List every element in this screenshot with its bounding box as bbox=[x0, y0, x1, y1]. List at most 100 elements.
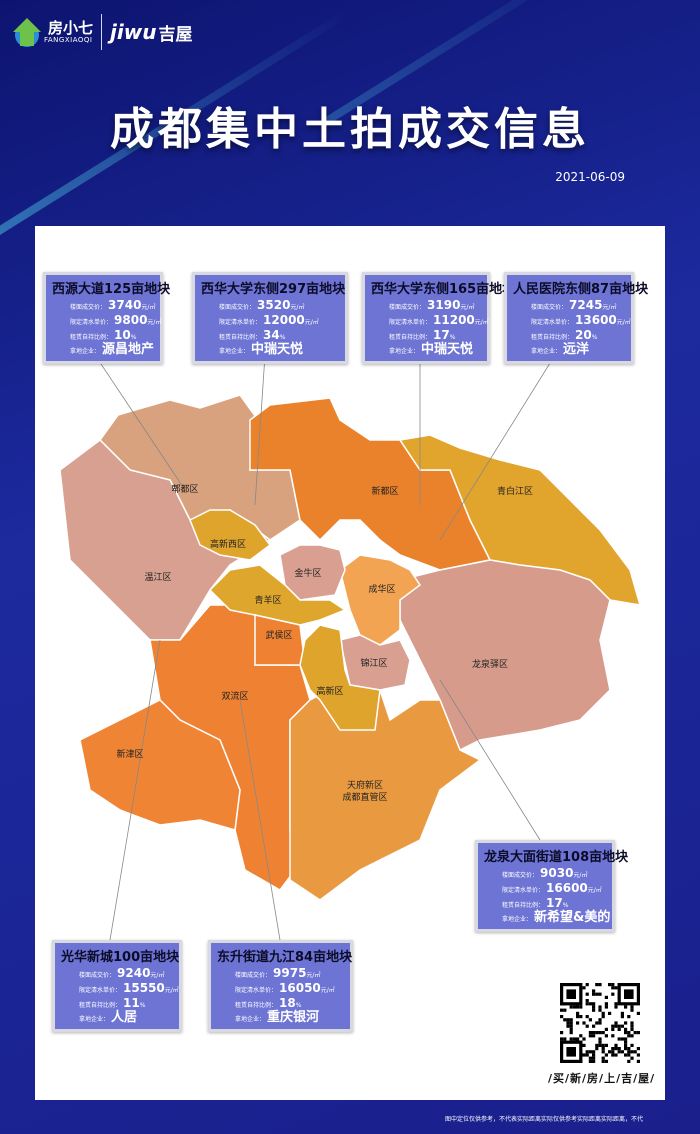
parcel-row-rental-ratio: 租赁自持比例： 34% bbox=[201, 329, 339, 344]
row-label: 楼面成交价： bbox=[502, 872, 539, 879]
parcel-info-box: 西华大学东侧165亩地块 楼面成交价： 3190元/㎡ 限定清水单价： 11200元/㎡… bbox=[362, 272, 516, 364]
district-label: 高新西区 bbox=[209, 540, 247, 550]
row-label: 限定清水单价： bbox=[235, 987, 278, 994]
row-unit: % bbox=[130, 334, 137, 341]
district-label: 新津区 bbox=[116, 750, 144, 760]
parcel-title: 西华大学东侧165亩地块 bbox=[371, 282, 516, 297]
leader-line bbox=[254, 354, 266, 506]
row-label: 拿地企业： bbox=[531, 348, 562, 355]
row-label: 拿地企业： bbox=[219, 348, 250, 355]
parcel-row-rental-ratio: 租赁自持比例： 18% bbox=[217, 997, 344, 1012]
row-value: 3520 bbox=[257, 298, 291, 312]
district-label: 天府新区 成都直管区 bbox=[342, 781, 388, 803]
parcel-row-floor-price: 楼面成交价： 3190元/㎡ bbox=[371, 299, 481, 314]
row-unit: % bbox=[139, 1002, 146, 1009]
fangxiaoqi-name: 房小七 bbox=[48, 19, 94, 37]
leader-line bbox=[94, 354, 186, 491]
parcel-row-floor-price: 楼面成交价： 9240元/㎡ bbox=[61, 967, 173, 982]
district-region bbox=[79, 699, 241, 831]
row-value: 10 bbox=[114, 328, 131, 342]
parcel-row-fixed-price: 限定清水单价： 13600元/㎡ bbox=[513, 314, 631, 329]
row-label: 限定清水单价： bbox=[389, 319, 432, 326]
row-label: 拿地企业： bbox=[502, 916, 533, 923]
row-unit: % bbox=[279, 334, 286, 341]
district-label: 新都区 bbox=[371, 487, 399, 497]
row-value: 18 bbox=[279, 996, 296, 1010]
parcel-row-buyer: 拿地企业： 新希望&美的 bbox=[484, 911, 610, 926]
district-label: 锦江区 bbox=[360, 659, 388, 669]
row-value: 12000 bbox=[263, 313, 305, 327]
row-label: 租赁自持比例： bbox=[219, 334, 262, 341]
parcel-title: 龙泉大面街道108亩地块 bbox=[484, 850, 629, 865]
row-unit: 元/㎡ bbox=[616, 319, 631, 326]
district-label: 青羊区 bbox=[254, 596, 282, 606]
district-label: 双流区 bbox=[221, 692, 249, 702]
row-label: 租赁自持比例： bbox=[79, 1002, 122, 1009]
parcel-info-box: 龙泉大面街道108亩地块 楼面成交价： 9030元/㎡ 限定清水单价： 16600元/㎡… bbox=[475, 840, 629, 932]
row-value: 16600 bbox=[546, 881, 588, 895]
row-unit: 元/㎡ bbox=[141, 304, 156, 311]
row-label: 楼面成交价： bbox=[70, 304, 107, 311]
row-label: 限定清水单价： bbox=[79, 987, 122, 994]
slogan: /买/新/房/上/吉/屋/ bbox=[548, 1072, 656, 1085]
leader-line bbox=[439, 679, 541, 841]
row-unit: 元/㎡ bbox=[164, 987, 179, 994]
parcel-row-fixed-price: 限定清水单价： 15550元/㎡ bbox=[61, 981, 179, 997]
row-unit: % bbox=[591, 334, 598, 341]
row-label: 楼面成交价： bbox=[219, 304, 256, 311]
row-value: 新希望&美的 bbox=[534, 910, 611, 925]
row-label: 租赁自持比例： bbox=[235, 1002, 278, 1009]
row-unit: 元/㎡ bbox=[150, 972, 165, 979]
district-region bbox=[399, 559, 611, 752]
district-region bbox=[339, 554, 422, 646]
row-label: 拿地企业： bbox=[79, 1016, 110, 1023]
parcel-row-floor-price: 楼面成交价： 3520元/㎡ bbox=[201, 299, 339, 314]
row-value: 15550 bbox=[123, 981, 165, 995]
parcel-title: 人民医院东侧87亩地块 bbox=[513, 282, 649, 297]
row-unit: 元/㎡ bbox=[147, 319, 162, 326]
parcel-row-rental-ratio: 租赁自持比例： 17% bbox=[484, 897, 606, 912]
row-unit: 元/㎡ bbox=[573, 872, 588, 879]
row-label: 租赁自持比例： bbox=[531, 334, 574, 341]
parcel-row-buyer: 拿地企业： 中瑞天悦 bbox=[201, 342, 339, 358]
jiwu-logo: jiwu bbox=[110, 20, 157, 44]
district-label: 温江区 bbox=[144, 573, 172, 583]
row-label: 楼面成交价： bbox=[235, 972, 272, 979]
logo-bar: 房小七 FANGXIAOQI jiwu 吉屋 bbox=[10, 14, 192, 50]
parcel-title: 光华新城100亩地块 bbox=[61, 950, 180, 965]
row-value: 重庆银河 bbox=[267, 1010, 320, 1025]
row-label: 拿地企业： bbox=[70, 348, 101, 355]
row-unit: % bbox=[562, 902, 569, 909]
leader-line bbox=[109, 639, 161, 941]
row-value: 17 bbox=[433, 328, 450, 342]
district-label: 金牛区 bbox=[294, 569, 322, 579]
district-region bbox=[289, 689, 482, 901]
row-label: 楼面成交价： bbox=[389, 304, 426, 311]
district-label: 郫都区 bbox=[171, 485, 199, 495]
district-label: 成华区 bbox=[368, 585, 396, 595]
parcel-row-fixed-price: 限定清水单价： 16050元/㎡ bbox=[217, 982, 344, 997]
row-label: 楼面成交价： bbox=[531, 304, 568, 311]
house-logo-icon bbox=[13, 18, 41, 47]
district-label: 武侯区 bbox=[265, 631, 293, 641]
parcel-row-buyer: 拿地企业： 人居 bbox=[61, 1011, 173, 1026]
row-value: 34 bbox=[263, 328, 280, 342]
parcel-row-rental-ratio: 租赁自持比例： 10% bbox=[52, 329, 154, 344]
parcel-row-buyer: 拿地企业： 重庆银河 bbox=[217, 1010, 344, 1026]
disclaimer: 图中定位仅供参考，不代表实际距离实际仅供参考实际距离实际距离，不代 bbox=[445, 1116, 644, 1123]
row-value: 中瑞天悦 bbox=[251, 342, 304, 357]
row-value: 远洋 bbox=[563, 342, 590, 357]
qr-code[interactable] bbox=[560, 983, 640, 1063]
date: 2021-06-09 bbox=[555, 170, 625, 184]
parcel-row-fixed-price: 限定清水单价： 12000元/㎡ bbox=[201, 314, 339, 329]
parcel-title: 西源大道125亩地块 bbox=[52, 282, 171, 297]
row-unit: 元/㎡ bbox=[320, 987, 335, 994]
row-label: 限定清水单价： bbox=[70, 319, 113, 326]
row-value: 中瑞天悦 bbox=[421, 342, 474, 357]
district-label: 青白江区 bbox=[496, 487, 534, 497]
parcel-row-floor-price: 楼面成交价： 9975元/㎡ bbox=[217, 967, 344, 982]
parcel-row-floor-price: 楼面成交价： 9030元/㎡ bbox=[484, 867, 606, 882]
row-label: 楼面成交价： bbox=[79, 972, 116, 979]
row-value: 20 bbox=[575, 328, 592, 342]
